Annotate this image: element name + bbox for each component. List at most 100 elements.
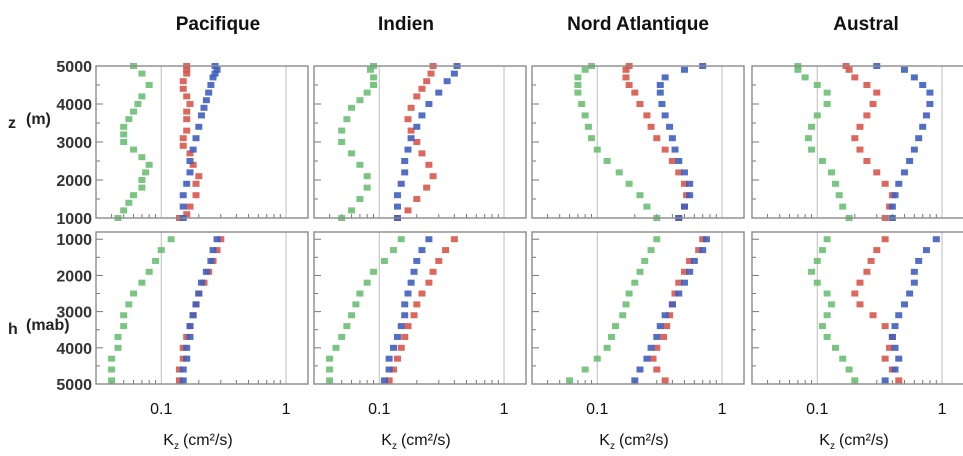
data-point [192, 135, 200, 142]
x-axis-title-k: K [163, 432, 174, 449]
data-point [873, 247, 881, 254]
panel-frame [95, 231, 309, 385]
data-point [863, 158, 871, 164]
data-point [125, 301, 133, 308]
data-point [643, 203, 651, 210]
data-point [186, 333, 194, 340]
data-point [863, 112, 871, 119]
data-point [631, 89, 639, 96]
y-tick-label-1000: 1000 [56, 211, 92, 228]
data-point [856, 123, 864, 130]
data-point [827, 301, 835, 308]
data-point [574, 74, 582, 81]
data-point [863, 82, 871, 88]
data-point [348, 104, 356, 111]
x-axis-title-k: K [381, 432, 392, 449]
data-point [442, 247, 450, 254]
data-point [653, 135, 661, 142]
data-point [845, 66, 853, 73]
data-point [183, 127, 191, 134]
data-point [581, 366, 589, 373]
x-axis-title: Kz (cm²/s) [819, 432, 888, 452]
y-tick-label-5000: 5000 [56, 377, 92, 394]
panel-7: 0.1 1 [531, 231, 745, 418]
data-point [186, 101, 194, 107]
data-point [450, 70, 458, 77]
y-tick-label-4000: 4000 [56, 97, 92, 114]
data-point [680, 203, 688, 210]
data-point [407, 127, 415, 134]
data-point [895, 377, 903, 384]
data-point [435, 89, 443, 96]
data-point [338, 127, 346, 134]
data-point [869, 101, 877, 107]
data-point [209, 74, 217, 81]
x-tick-label-0-1: 0.1 [368, 401, 390, 418]
data-point [443, 78, 451, 85]
data-point [195, 173, 203, 180]
data-point [636, 366, 644, 373]
y-axis-labels: z (m) h (mab) [8, 111, 70, 338]
data-point [338, 139, 346, 145]
x-tick-label-1: 1 [718, 401, 727, 418]
data-point [425, 101, 433, 107]
data-point [622, 301, 630, 308]
x-axis-labels: Kz (cm²/s) Kz (cm²/s) Kz (cm²/s) Kz (cm²/s) [163, 432, 888, 452]
data-point [851, 135, 859, 142]
data-point [661, 112, 669, 119]
data-point [823, 101, 831, 107]
data-point [401, 158, 409, 164]
data-point [138, 154, 146, 161]
data-point [363, 173, 371, 180]
data-point [348, 150, 356, 157]
data-point [900, 169, 908, 176]
data-point [130, 146, 138, 153]
data-point [338, 333, 346, 340]
series-3 [179, 236, 221, 384]
series-3 [380, 236, 433, 384]
data-point [179, 135, 187, 142]
series-1 [574, 63, 661, 221]
data-point [363, 89, 371, 96]
data-point [401, 301, 409, 308]
data-point [167, 236, 175, 243]
data-point [926, 89, 934, 96]
data-point [217, 236, 225, 243]
x-axis-title-unit: (cm²/s) [401, 432, 451, 449]
data-point [425, 161, 433, 168]
data-point [658, 101, 666, 107]
data-point [175, 366, 183, 373]
data-point [839, 355, 847, 362]
data-point [348, 312, 356, 319]
top-y-label-unit: (m) [26, 111, 51, 128]
data-point [370, 74, 378, 81]
data-point [343, 116, 351, 123]
data-point [404, 116, 412, 123]
data-point [671, 146, 679, 153]
panel-4 [751, 63, 963, 221]
data-point [404, 323, 412, 330]
data-point [611, 323, 619, 330]
data-point [891, 192, 899, 199]
data-point [641, 257, 649, 264]
data-point [404, 290, 412, 297]
data-point [186, 323, 194, 330]
panel-titles: Pacifique Indien Nord Atlantique Austral [176, 14, 899, 35]
data-point [179, 377, 187, 384]
data-point [380, 257, 388, 264]
panel-frame [313, 231, 527, 385]
data-point [120, 312, 128, 319]
data-point [183, 108, 191, 115]
data-point [653, 366, 661, 373]
y-tick-label-3000: 3000 [56, 135, 92, 152]
data-point [202, 268, 210, 275]
data-point [675, 290, 683, 297]
data-point [410, 268, 418, 275]
series-3 [881, 236, 940, 384]
data-point [385, 355, 393, 362]
data-point [891, 366, 899, 373]
data-point [631, 377, 639, 384]
data-point [581, 66, 589, 73]
top-y-label-main: z [8, 115, 16, 132]
data-point [183, 93, 191, 100]
